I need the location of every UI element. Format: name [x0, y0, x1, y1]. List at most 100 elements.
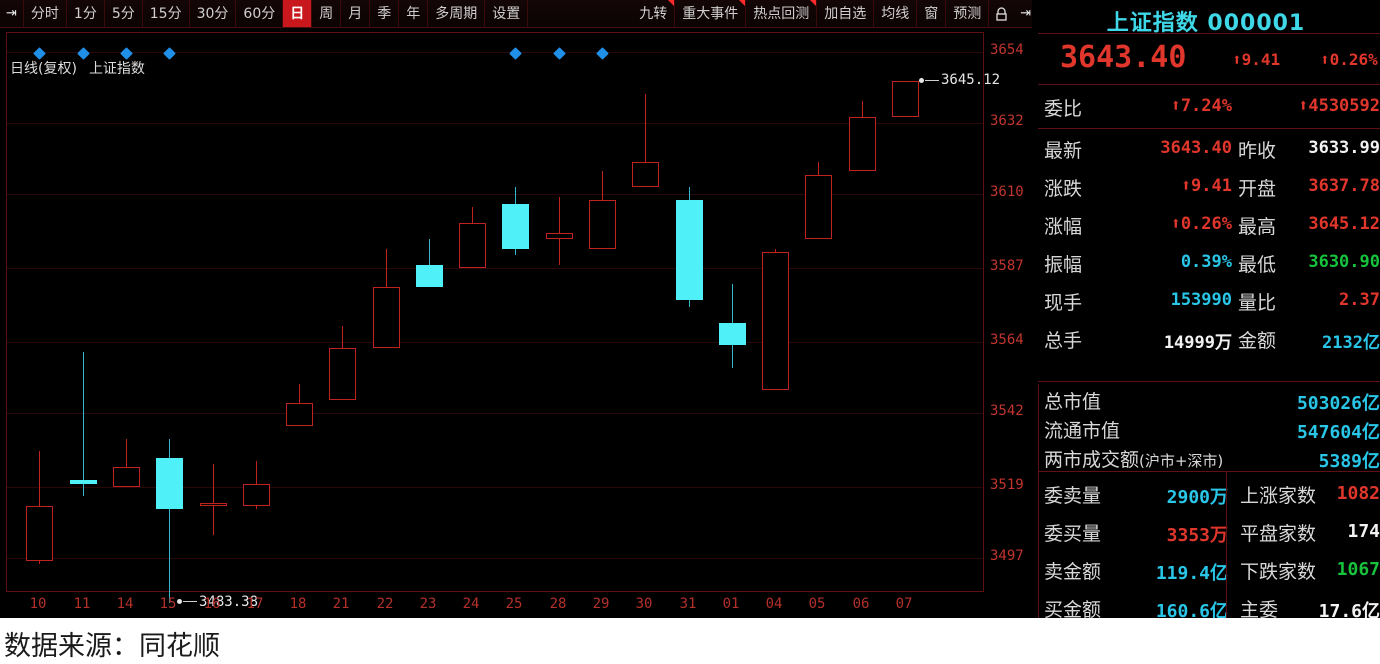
candle-body [631, 161, 659, 188]
candle-body [718, 322, 746, 346]
date-axis: 10 11 14 15 16 17 18 21 22 23 24 25 28 29 30 31 01 04 05 06… [6, 596, 984, 618]
quote-row-label2: 量比 [1238, 292, 1277, 314]
price-tick-0: 3654 [990, 42, 1024, 59]
quote-row-委比: 委比 ⬆7.24% ⬆4530592 [1040, 86, 1380, 124]
quote-row-振幅: 振幅 0.39% 最低 3630.90 [1040, 242, 1380, 280]
chart-period-label: 日线(复权) [10, 61, 77, 77]
quote-row-label: 涨跌 [1044, 178, 1083, 200]
period-button-11[interactable]: 多周期 [428, 0, 486, 27]
gridline-2 [7, 193, 983, 195]
period-button-group[interactable]: 分时 1分 5分 15分 30分 60分日周月季年多周期 设置 [24, 0, 529, 27]
toolbar-collapse-right-icon[interactable]: ⇥ [1020, 6, 1032, 21]
candle-body [891, 81, 919, 117]
period-button-5[interactable]: 60分 [236, 0, 284, 27]
date-tick-3: 15 [159, 596, 177, 612]
chart-name-label: 上证指数 [88, 61, 145, 77]
date-tick-19: 06 [852, 596, 870, 612]
candle-body [761, 251, 789, 391]
period-button-3[interactable]: 15分 [143, 0, 190, 27]
market-row-2: 两市成交额(沪市+深市) 5389亿 [1040, 442, 1380, 472]
date-tick-9: 23 [419, 596, 437, 612]
gridline-6 [7, 486, 983, 488]
lock-icon[interactable] [989, 0, 1014, 27]
quote-row-value: 14999万 [1163, 333, 1232, 353]
candle-body [328, 348, 356, 400]
quote-row-总手: 总手 14999万 金额 2132亿 [1040, 318, 1380, 356]
candle-body [372, 287, 400, 349]
quote-separator-1 [1038, 128, 1380, 129]
period-button-10[interactable]: 年 [399, 0, 429, 27]
quote-row-label2: 金额 [1238, 330, 1277, 352]
breadth-row-1: 委买量 3353万 平盘家数 174 [1040, 512, 1380, 550]
tool-button-group[interactable]: 九转 重大事件 热点回测 加自选 均线窗预测 [632, 0, 990, 27]
panel-left-border [1038, 384, 1039, 618]
quote-row-label2: 开盘 [1238, 178, 1277, 200]
tool-button-3[interactable]: 加自选 [817, 0, 875, 27]
candle-wick [429, 238, 430, 288]
quote-row-value: 153990 [1170, 290, 1232, 310]
candle-wick [559, 197, 560, 265]
date-tick-8: 22 [376, 596, 394, 612]
candle-body [69, 480, 97, 484]
date-tick-20: 07 [895, 596, 913, 612]
period-button-6[interactable]: 日 [283, 0, 313, 27]
nine-turn-marker-4 [509, 47, 522, 60]
quote-separator-price [1038, 84, 1380, 85]
period-button-2[interactable]: 5分 [105, 0, 143, 27]
quote-row-value: 3643.40 [1160, 138, 1232, 158]
tool-button-5[interactable]: 窗 [917, 0, 947, 27]
footer: 数据来源：同花顺 [0, 618, 1380, 664]
chart-toolbar[interactable]: ⇥ 分时 1分 5分 15分 30分 60分日周月季年多周期 设置 九转 重大事件 热点回测 加自… [0, 0, 1032, 28]
breadth-row-label: 委卖量 [1044, 485, 1102, 507]
quote-separator-3 [1038, 471, 1380, 472]
quote-row-value2: 3637.78 [1308, 176, 1380, 196]
breadth-row-label: 买金额 [1044, 599, 1102, 621]
tool-button-1[interactable]: 重大事件 [675, 0, 747, 27]
period-button-1[interactable]: 1分 [67, 0, 105, 27]
quote-row-value2: 2.37 [1339, 290, 1380, 310]
date-tick-6: 18 [289, 596, 307, 612]
quote-separator-2 [1038, 381, 1380, 382]
chart-terminal: ⇥ 分时 1分 5分 15分 30分 60分日周月季年多周期 设置 九转 重大事件 热点回测 加自… [0, 0, 1032, 618]
quote-row-value2: 3645.12 [1308, 214, 1380, 234]
date-tick-5: 17 [246, 596, 264, 612]
quote-row-value: ⬆7.24% [1170, 96, 1232, 116]
quote-row-value2: 3630.90 [1308, 252, 1380, 272]
quote-row-现手: 现手 153990 量比 2.37 [1040, 280, 1380, 318]
price-tick-5: 3542 [990, 402, 1024, 419]
period-button-7[interactable]: 周 [312, 0, 342, 27]
breadth-row-value: 119.4亿 [1155, 563, 1228, 584]
candle-body [415, 264, 443, 288]
date-tick-12: 28 [549, 596, 567, 612]
market-row-0: 总市值 503026亿 [1040, 384, 1380, 414]
period-button-4[interactable]: 30分 [190, 0, 237, 27]
period-button-8[interactable]: 月 [341, 0, 371, 27]
breadth-row-value: 160.6亿 [1155, 601, 1228, 622]
tool-button-6[interactable]: 预测 [946, 0, 990, 27]
tool-button-2[interactable]: 热点回测 [746, 0, 818, 27]
plot-area[interactable]: 3645.12 3483.38 [6, 32, 1000, 610]
quote-change-percent: ⬆0.26% [1320, 50, 1378, 69]
period-button-12[interactable]: 设置 [485, 0, 529, 27]
price-tick-2: 3610 [990, 183, 1024, 200]
tool-button-0[interactable]: 九转 [632, 0, 676, 27]
date-tick-10: 24 [462, 596, 480, 612]
price-tick-7: 3497 [990, 547, 1024, 564]
period-button-0[interactable]: 分时 [24, 0, 67, 27]
candlestick-chart[interactable]: 日线(复权) 上证指数 3645.12 3483.38 3654 3632 3610 35… [0, 27, 1032, 618]
candle-body [25, 506, 53, 561]
candle-body [588, 200, 616, 249]
tool-button-4[interactable]: 均线 [874, 0, 918, 27]
market-row-label: 流通市值 [1044, 420, 1121, 442]
quote-separator-top [1038, 33, 1380, 34]
candle-body [501, 203, 529, 249]
nine-turn-marker-5 [553, 47, 566, 60]
breadth-row-label: 委买量 [1044, 523, 1102, 545]
period-button-9[interactable]: 季 [370, 0, 400, 27]
candle-wick [213, 464, 214, 536]
candle-body [458, 222, 486, 268]
gridline-5 [7, 412, 983, 414]
toolbar-collapse-left-icon[interactable]: ⇥ [0, 0, 24, 27]
quote-panel[interactable]: 上证指数 000001 3643.40 ⬆9.41 ⬆0.26% 委比 ⬆7.24… [1032, 0, 1380, 622]
